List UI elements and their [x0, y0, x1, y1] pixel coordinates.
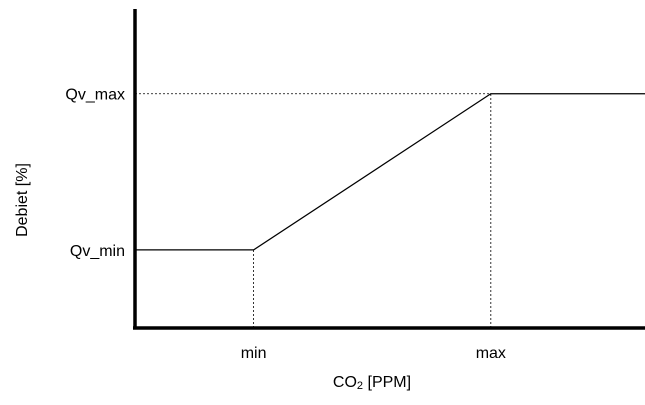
y-tick-label-qv-max: Qv_max [65, 87, 125, 104]
series-line-1 [135, 93, 645, 251]
y-axis-title: Debiet [%] [14, 163, 31, 237]
axes [133, 9, 645, 330]
series-layer [135, 93, 645, 251]
tick-labels: min max Qv_min Qv_max [65, 87, 506, 362]
x-tick-label-min: min [241, 345, 267, 362]
y-tick-label-qv-min: Qv_min [70, 243, 125, 260]
x-axis-title: CO2 [PPM] [333, 374, 411, 392]
reference-lines [135, 93, 492, 328]
x-tick-label-max: max [476, 345, 506, 362]
